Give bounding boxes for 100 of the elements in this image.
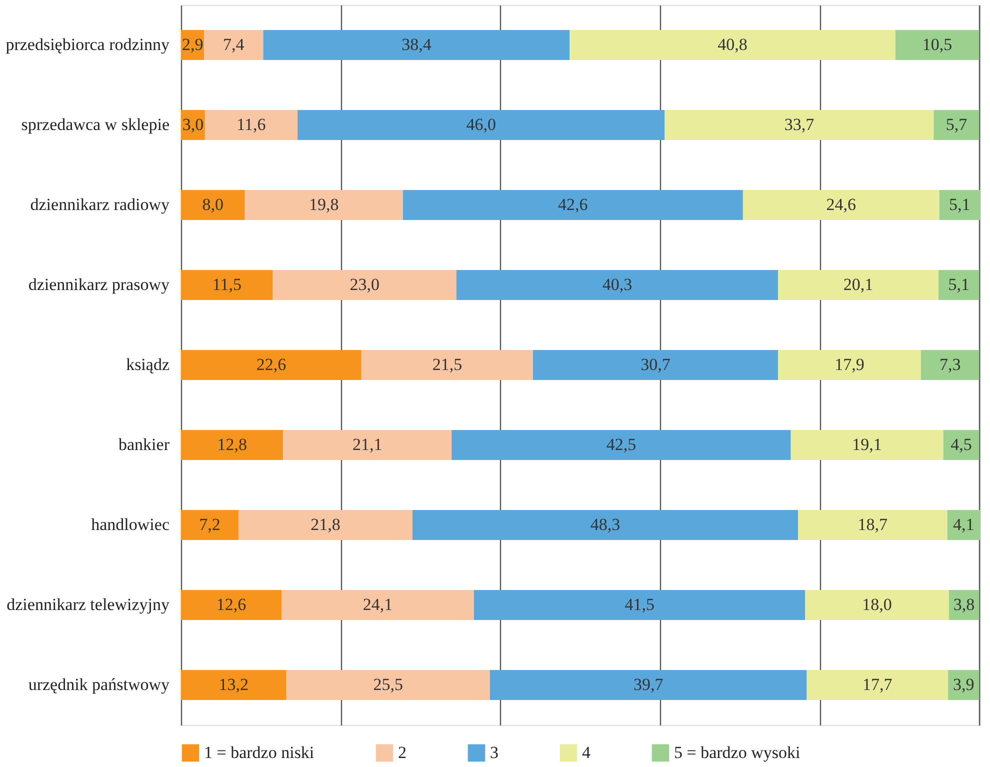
data-label: 5,1 [949,195,970,214]
bar [939,190,980,220]
legend-label: 2 [398,742,406,762]
bar [283,430,452,460]
y-tick-label: dziennikarz prasowy [28,275,170,294]
data-label: 40,3 [602,275,632,294]
bar [533,350,778,380]
data-label: 42,6 [558,195,588,214]
data-label: 11,6 [236,115,266,134]
data-label: 13,2 [218,675,249,694]
data-label: 40,8 [718,35,748,54]
bar [920,350,980,380]
data-label: 21,1 [352,435,382,454]
bar [204,30,264,60]
y-tick-label: przedsiębiorca rodzinny [6,35,170,54]
data-label: 3,8 [953,595,975,614]
bar [806,670,948,700]
bar [272,270,456,300]
data-label: 39,7 [633,675,664,694]
bar [490,670,807,700]
data-label: 22,6 [256,355,286,374]
data-label: 21,5 [432,355,462,374]
legend-label: 1 = bardzo niski [204,742,314,762]
bar [244,190,403,220]
bar [778,270,938,300]
bar [238,510,412,540]
data-label: 7,3 [939,355,961,374]
data-label: 25,5 [373,675,404,694]
bar [286,670,490,700]
data-label: 46,0 [466,115,496,134]
bar [361,350,534,380]
data-label: 18,0 [862,595,892,614]
y-tick-label: sprzedawca w sklepie [21,115,170,134]
bar [947,510,980,540]
data-label: 5,7 [946,115,968,134]
bar [474,590,806,620]
data-label: 7,2 [199,515,220,534]
bar [790,430,944,460]
data-label: 7,4 [223,35,245,54]
legend-label: 4 [582,742,591,762]
bar [742,190,940,220]
bar [938,270,980,300]
data-label: 2,9 [182,35,204,54]
bar [181,670,286,700]
data-label: 10,5 [922,35,952,54]
data-label: 20,1 [843,275,874,294]
y-tick-label: dziennikarz telewizyjny [6,595,170,614]
data-label: 48,3 [590,515,620,534]
data-label: 5,1 [948,275,970,294]
data-label: 42,5 [606,435,636,454]
data-label: 24,6 [826,195,856,214]
bar [778,350,921,380]
bar [664,110,934,140]
bar [181,350,362,380]
bar [263,30,570,60]
bar [456,270,778,300]
data-label: 41,5 [624,595,654,614]
data-label: 17,9 [834,355,864,374]
data-label: 38,4 [402,35,432,54]
bar [181,430,284,460]
legend-label: 5 = bardzo wysoki [674,742,800,762]
bar [181,590,282,620]
bar [570,30,896,60]
bar [402,190,743,220]
data-label: 3,0 [182,115,204,134]
bar [943,430,980,460]
data-label: 12,6 [216,595,246,614]
data-label: 4,1 [953,515,974,534]
bar [204,110,298,140]
y-tick-label: bankier [118,435,170,454]
y-tick-label: urzędnik państwowy [28,675,170,694]
data-label: 24,1 [362,595,393,614]
data-label: 17,7 [862,675,893,694]
bar [298,110,665,140]
bar [181,510,238,540]
bar [934,110,980,140]
data-label: 3,9 [953,675,974,694]
data-label: 23,0 [350,275,380,294]
bar [181,190,245,220]
data-label: 18,7 [858,515,888,534]
data-label: 12,8 [217,435,247,454]
data-label: 11,5 [212,275,242,294]
data-label: 19,1 [852,435,882,454]
bar [181,270,273,300]
bar [805,590,949,620]
data-label: 21,8 [310,515,340,534]
y-tick-label: ksiądz [126,355,170,374]
data-label: 30,7 [640,355,671,374]
legend-label: 3 [490,742,498,762]
bar [895,30,980,60]
bar [282,590,474,620]
data-label: 33,7 [784,115,815,134]
y-tick-label: handlowiec [91,515,170,534]
data-label: 4,5 [950,435,972,454]
bar [452,430,791,460]
data-label: 19,8 [309,195,339,214]
data-label: 8,0 [202,195,224,214]
bar [798,510,948,540]
bar [412,510,798,540]
y-tick-label: dziennikarz radiowy [30,195,170,214]
